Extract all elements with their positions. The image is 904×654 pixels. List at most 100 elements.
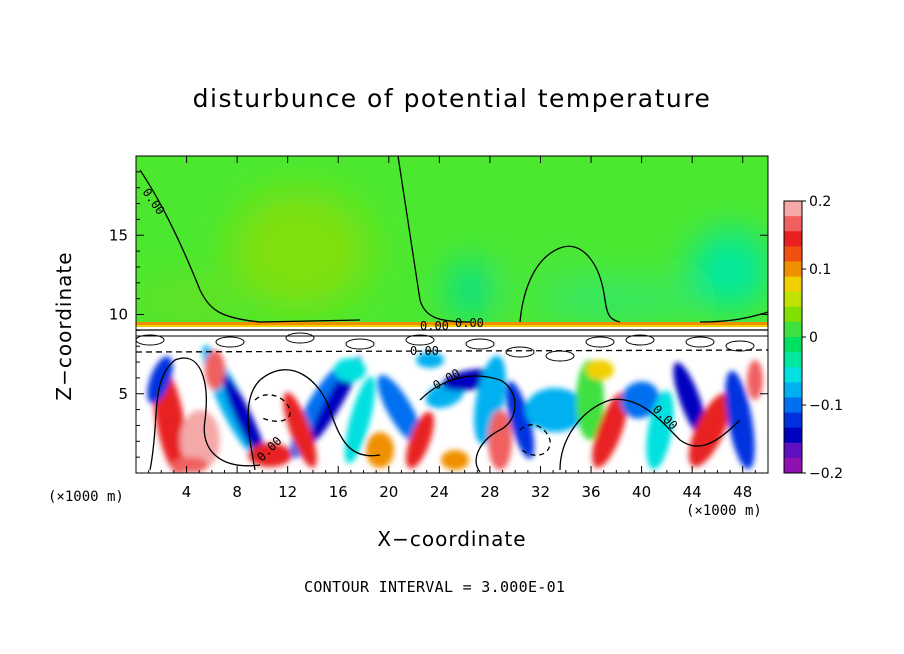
field-blob	[646, 390, 674, 470]
colorbar-tick-label: −0.2	[809, 466, 843, 482]
colorbar-swatch	[784, 306, 802, 323]
boundary-contour-loop	[625, 334, 655, 346]
field-blob	[592, 392, 628, 468]
colorbar-swatch	[784, 201, 802, 217]
x-tick-label: 48	[733, 483, 752, 501]
colorbar-tick-label: 0	[809, 330, 818, 346]
colorbar-swatch	[784, 382, 802, 398]
colorbar-swatch	[784, 246, 802, 262]
x-unit-label-right: (×1000 m)	[686, 503, 762, 519]
contour-zero-right	[699, 311, 768, 323]
contour-label: 0.00	[455, 316, 484, 330]
field-blob	[147, 356, 173, 404]
field-blob	[620, 381, 660, 419]
contour-zero-left	[139, 169, 361, 323]
contour-dashed-3	[519, 424, 551, 456]
colorbar-swatch	[784, 412, 802, 429]
field-blob	[377, 374, 423, 446]
contour-label: 0.00	[410, 344, 439, 358]
field-blob	[441, 450, 469, 470]
x-tick-label: 36	[581, 483, 600, 501]
boundary-contour-loop	[345, 338, 375, 350]
x-tick-label: 8	[232, 483, 242, 501]
y-tick-label: 5	[118, 385, 128, 403]
boundary-contour-loop	[685, 336, 715, 348]
x-tick-label: 24	[430, 483, 449, 501]
contour-lines	[136, 156, 768, 473]
x-axis-label: X−coordinate	[0, 527, 904, 551]
y-tick-label: 15	[109, 226, 128, 244]
boundary-contour-loop	[465, 338, 495, 350]
field-blob	[586, 360, 614, 380]
boundary-contour-loop	[725, 340, 755, 352]
field-blob	[283, 392, 317, 468]
colorbar-swatch	[784, 321, 802, 338]
field-blob	[172, 457, 208, 473]
contour-label: 0.00	[420, 319, 449, 333]
field-blob	[222, 374, 268, 466]
colorbar-tick-label: −0.1	[809, 398, 843, 414]
field-blob	[344, 376, 376, 464]
upper-region-shading	[140, 190, 768, 325]
field-blob	[505, 381, 535, 459]
contour-zero-plume	[397, 156, 471, 323]
inversion-line	[136, 322, 768, 325]
contour-dashed-2	[254, 394, 291, 422]
colorbar-swatch	[784, 457, 802, 474]
colorbar-tick-label: 0.1	[809, 262, 831, 278]
colorbar-tick-label: 0.2	[809, 194, 831, 210]
y-axis-ticks: 5 10 15	[109, 171, 768, 458]
field-blob	[673, 362, 707, 438]
field-blob	[688, 393, 732, 467]
colorbar-swatch	[784, 216, 802, 232]
colorbar-swatch	[784, 337, 802, 353]
field-blob	[576, 360, 604, 440]
x-tick-label: 32	[531, 483, 550, 501]
field-blob	[525, 388, 585, 432]
colorbar-swatch	[784, 352, 802, 368]
contour-lower-2	[247, 369, 381, 471]
field-blob	[416, 352, 444, 368]
boundary-contour-loop	[285, 332, 315, 344]
contour-interval-note: CONTOUR INTERVAL = 3.000E-01	[304, 578, 566, 596]
x-tick-label: 40	[632, 483, 651, 501]
boundary-contour-loop	[215, 336, 245, 348]
field-blob	[205, 350, 225, 390]
contour-zero-dome	[519, 245, 621, 323]
field-blob	[488, 410, 512, 470]
colorbar-swatch	[784, 367, 802, 383]
boundary-contour-loop	[505, 346, 535, 358]
colorbar-swatch	[784, 291, 802, 308]
colorbar-swatch	[784, 442, 802, 459]
boundary-contour-loop	[585, 336, 615, 348]
x-unit-label: (×1000 m)	[48, 489, 124, 505]
x-tick-label: 16	[329, 483, 348, 501]
x-tick-label: 12	[278, 483, 297, 501]
field-blob	[366, 432, 394, 468]
x-tick-label: 28	[480, 483, 499, 501]
boundary-contour-loop	[136, 334, 165, 346]
x-tick-label: 44	[683, 483, 702, 501]
field-blob	[248, 443, 292, 467]
chart-title: disturbunce of potential temperature	[192, 84, 712, 113]
colorbar-swatch	[784, 397, 802, 414]
field-blob	[406, 411, 434, 469]
field-blob	[180, 410, 220, 470]
contour-lower-4	[559, 398, 741, 471]
y-tick-label: 10	[109, 306, 128, 324]
x-axis-ticks: 4 8 12 16 20 24 28 32 36 40 44 48	[148, 156, 756, 501]
colorbar-swatch	[784, 276, 802, 293]
inversion-line-2	[136, 325, 768, 327]
x-tick-label: 4	[182, 483, 192, 501]
x-axis-label-text: X−coordinate	[377, 527, 527, 551]
boundary-contour-loop	[405, 334, 435, 346]
boundary-contours	[136, 332, 755, 362]
colorbar: 0.2 0.1 0 −0.1 −0.2	[783, 194, 843, 482]
colorbar-swatch	[784, 261, 802, 278]
contour-dashed-1	[136, 349, 768, 353]
colorbar-swatch	[784, 427, 802, 444]
contour-lower-1	[149, 357, 261, 471]
contour-lower-3	[419, 375, 516, 473]
colorbar-swatch	[784, 231, 802, 247]
